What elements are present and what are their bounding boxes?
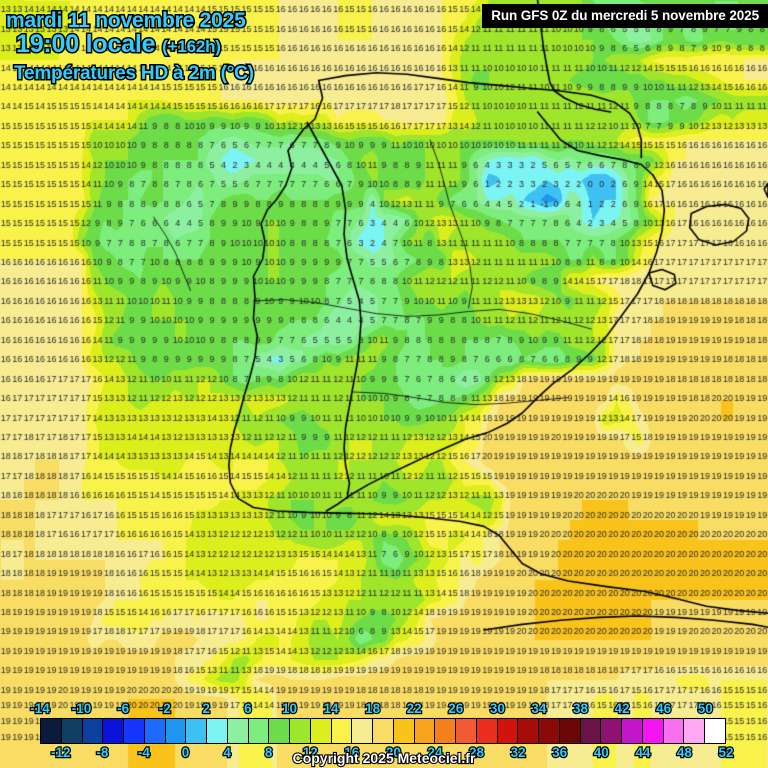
color-swatch <box>165 719 187 743</box>
color-swatch <box>497 719 519 743</box>
color-swatch <box>331 719 353 743</box>
color-swatch <box>248 719 270 743</box>
scale-tick-label: 22 <box>405 700 422 717</box>
color-swatch <box>518 719 539 743</box>
model-run-badge: Run GFS 0Z du mercredi 5 novembre 2025 <box>482 4 768 28</box>
color-scale-bar <box>40 718 726 744</box>
scale-tick-label: 26 <box>447 700 464 717</box>
color-swatch <box>435 719 456 743</box>
scale-tick-label: 2 <box>201 700 211 717</box>
color-swatch <box>622 719 643 743</box>
color-swatch <box>601 719 622 743</box>
forecast-lead-time: (+162h) <box>161 37 223 57</box>
scale-tick-label: -6 <box>116 700 130 717</box>
scale-tick-label: 12 <box>302 744 319 761</box>
scale-tick-label: -4 <box>137 744 151 761</box>
scale-tick-label: 10 <box>281 700 298 717</box>
color-swatch <box>144 719 166 743</box>
scale-tick-label: 36 <box>551 744 568 761</box>
scale-tick-label: 48 <box>676 744 693 761</box>
color-swatch <box>352 719 373 743</box>
forecast-time-label: 19:00 locale (+162h) <box>6 30 254 59</box>
scale-tick-label: 38 <box>572 700 589 717</box>
parameter-label: Températures HD à 2m (°C) <box>13 62 256 85</box>
color-swatch <box>61 719 83 743</box>
forecast-time-value: 19:00 locale <box>14 30 157 59</box>
scale-tick-label: 24 <box>426 744 443 761</box>
map-header-left: mardi 11 novembre 2025 19:00 locale (+16… <box>5 8 256 85</box>
color-swatch <box>476 719 498 743</box>
color-swatch <box>41 719 62 743</box>
color-scale-legend: -14 -10 -6 -2 2 6 10 14 18 22 26 30 34 38 42 46 50 -12 -8-… <box>0 700 768 768</box>
color-swatch <box>103 719 124 743</box>
color-swatch <box>227 719 249 743</box>
scale-tick-label: 4 <box>222 744 232 761</box>
scale-tick-label: 8 <box>264 744 274 761</box>
color-swatch <box>290 719 311 743</box>
forecast-date-label: mardi 11 novembre 2025 <box>5 8 248 33</box>
scale-tick-label: 40 <box>593 744 610 761</box>
scale-tick-label: 6 <box>243 700 253 717</box>
scale-tick-label: 44 <box>634 744 651 761</box>
scale-tick-label: 28 <box>468 744 485 761</box>
scale-tick-label: -8 <box>95 744 109 761</box>
color-swatch <box>269 719 290 743</box>
color-swatch <box>393 719 415 743</box>
scale-tick-label: -12 <box>50 744 72 761</box>
color-swatch <box>663 719 685 743</box>
scale-tick-label: 14 <box>322 700 339 717</box>
color-swatch <box>310 719 332 743</box>
color-swatch <box>559 719 581 743</box>
color-swatch <box>373 719 394 743</box>
scale-tick-label: -2 <box>158 700 172 717</box>
scale-tick-label: 34 <box>530 700 547 717</box>
color-swatch <box>414 719 436 743</box>
scale-tick-label: -10 <box>71 700 93 717</box>
copyright-label: Copyright 2025 Meteociel.fr <box>291 749 476 767</box>
color-swatch <box>539 719 560 743</box>
color-swatch <box>186 719 207 743</box>
color-swatch <box>580 719 602 743</box>
color-swatch <box>82 719 104 743</box>
scale-tick-label: 32 <box>509 744 526 761</box>
scale-tick-label: 0 <box>181 744 191 761</box>
scale-tick-label: 16 <box>343 744 360 761</box>
scale-tick-label: 18 <box>364 700 381 717</box>
scale-tick-label: 42 <box>613 700 630 717</box>
color-swatch <box>705 719 725 743</box>
color-swatch <box>124 719 145 743</box>
color-swatch <box>456 719 477 743</box>
color-swatch <box>642 719 664 743</box>
color-swatch <box>207 719 228 743</box>
scale-tick-label: 50 <box>696 700 713 717</box>
scale-tick-label: 20 <box>385 744 402 761</box>
scale-tick-label: 46 <box>655 700 672 717</box>
color-swatch <box>684 719 705 743</box>
scale-tick-label: 30 <box>489 700 506 717</box>
scale-tick-label: -14 <box>29 700 51 717</box>
scale-tick-label: 52 <box>717 744 734 761</box>
